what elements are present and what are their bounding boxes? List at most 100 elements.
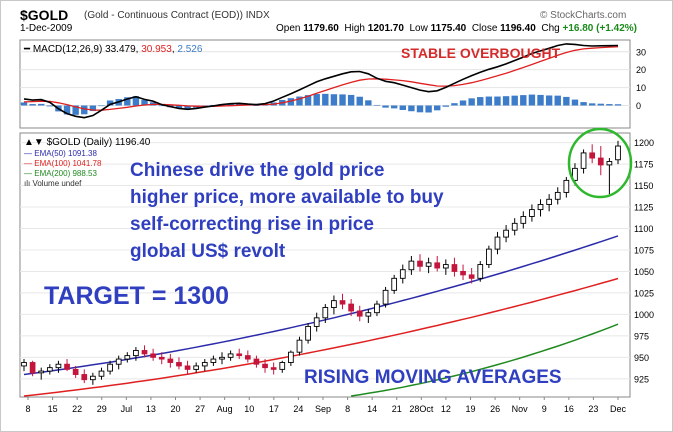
candle-body <box>554 191 561 200</box>
candle-body <box>546 198 552 205</box>
macd-y-tick-label: 20 <box>636 65 646 75</box>
macd-y-tick-label: 0 <box>636 101 641 111</box>
x-tick-label: Jul <box>121 404 133 414</box>
volume-legend: ılı Volume undef <box>24 179 82 188</box>
macd-histogram-bar <box>356 96 363 106</box>
macd-histogram-bar <box>537 94 544 106</box>
ema200-legend: — EMA(200) 988.53 <box>24 169 98 178</box>
candle-body <box>176 362 182 367</box>
candle-body <box>193 365 200 370</box>
candle-body <box>597 157 604 166</box>
macd-histogram-bar <box>227 103 234 106</box>
histogram-legend-value: 2.526 <box>177 44 202 55</box>
candle-body <box>451 264 458 272</box>
price-legend-marker: ▲▼ <box>24 137 47 148</box>
volume-legend-label: Volume undef <box>32 179 82 188</box>
price-y-tick-label: 1200 <box>634 138 654 148</box>
macd-histogram-bar <box>29 104 36 106</box>
macd-histogram-bar <box>468 98 475 106</box>
macd-histogram-bar <box>399 105 406 110</box>
candle-body <box>107 363 113 372</box>
macd-histogram-bar <box>373 104 381 106</box>
macd-y-tick-label: 10 <box>636 83 646 93</box>
macd-histogram-bar <box>434 105 441 111</box>
candle-body <box>417 260 423 267</box>
candle-body <box>305 325 311 341</box>
x-tick-label: 19 <box>465 404 475 414</box>
candle-body <box>339 300 346 305</box>
macd-histogram-bar <box>390 105 398 109</box>
macd-legend-marker: ━ <box>23 44 31 55</box>
macd-histogram-bar <box>236 103 243 106</box>
macd-histogram-bar <box>614 104 622 106</box>
price-y-tick-label: 1075 <box>634 245 654 255</box>
price-y-tick-label: 1000 <box>634 310 654 320</box>
candle-body <box>288 351 294 363</box>
chg-label: Chg <box>541 23 560 34</box>
candle-body <box>331 300 337 308</box>
ema200-legend-value: 988.53 <box>72 169 97 178</box>
x-axis: 8 15 22 29 Jul 13 20 27 Aug 10 17 24 Sep 8 14 21 28Oct 12… <box>25 397 626 414</box>
macd-y-axis: 0 10 20 30 <box>636 47 646 111</box>
candle-body <box>279 362 286 370</box>
candle-body <box>158 356 165 360</box>
macd-histogram-bar <box>81 105 88 115</box>
macd-histogram-bar <box>382 105 389 108</box>
macd-histogram-bar <box>63 105 71 115</box>
candle-body <box>262 363 268 369</box>
candle-body <box>468 274 475 279</box>
macd-histogram-bar <box>46 105 54 107</box>
macd-histogram-bar <box>416 105 424 113</box>
candle-body <box>563 179 570 193</box>
candle-body <box>184 365 191 370</box>
candle-body <box>399 269 406 279</box>
macd-histogram-bar <box>38 103 45 106</box>
macd-histogram-bar <box>72 105 79 115</box>
ema100-legend: — EMA(100) 1041.78 <box>24 159 102 168</box>
recent-high-highlight-circle <box>567 127 633 199</box>
macd-histogram-bar <box>313 94 320 106</box>
macd-histogram-bar <box>494 96 501 106</box>
candle-body <box>210 358 217 363</box>
x-tick-label: 26 <box>490 404 500 414</box>
ema100-legend-marker: — <box>24 159 34 168</box>
price-grid <box>20 142 630 380</box>
x-tick-label: 21 <box>392 404 402 414</box>
macd-histogram-bar <box>606 104 613 106</box>
x-tick-label: 8 <box>25 404 30 414</box>
price-legend-value: 1196.40 <box>115 137 151 148</box>
candle-body <box>38 370 45 374</box>
macd-histogram-bar <box>322 93 329 106</box>
volume-legend-icon: ılı <box>24 179 32 188</box>
candle-body <box>296 339 303 353</box>
candle-body <box>529 209 535 217</box>
candle-body <box>133 350 139 357</box>
candle-body <box>520 216 527 224</box>
price-y-tick-label: 1125 <box>634 203 653 213</box>
candle-body <box>572 167 578 181</box>
candle-body <box>442 264 449 269</box>
x-tick-label: 29 <box>97 404 107 414</box>
price-y-tick-label: 1175 <box>634 160 653 170</box>
macd-histogram-bar <box>408 105 415 112</box>
candle-body <box>503 229 509 238</box>
x-tick-label: 28Oct <box>409 404 434 414</box>
target-annotation: TARGET = 1300 <box>44 282 229 310</box>
candle-body <box>244 355 251 360</box>
macd-histogram-bar <box>106 100 114 106</box>
ema100-legend-value: 1041.78 <box>72 159 101 168</box>
candle-body <box>365 312 372 317</box>
macd-legend-sep2: , <box>172 44 178 55</box>
candle-body <box>46 367 53 372</box>
macd-line <box>23 43 619 119</box>
x-tick-label: Sep <box>315 404 331 414</box>
macd-histogram-bar <box>287 98 295 106</box>
ema100-legend-label: EMA(100) <box>34 159 70 168</box>
ema50-legend-value: 1091.38 <box>68 149 97 158</box>
ema200-legend-label: EMA(200) <box>34 169 70 178</box>
x-tick-label: 9 <box>542 404 547 414</box>
candle-body <box>589 152 596 159</box>
candle-body <box>537 203 544 211</box>
price-candles <box>21 140 621 385</box>
candle-body <box>236 353 243 357</box>
